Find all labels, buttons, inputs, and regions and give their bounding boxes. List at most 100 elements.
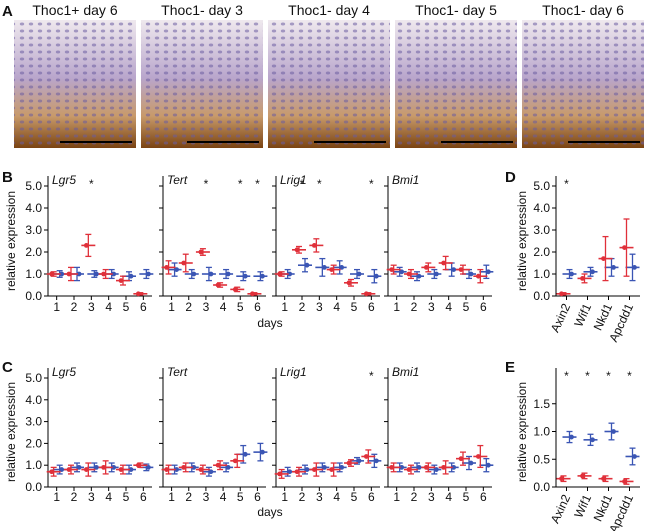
mean-dot: [294, 247, 300, 253]
x-tick-label: 3: [203, 490, 210, 504]
mean-dot: [321, 464, 327, 470]
mean-dot: [118, 467, 124, 472]
mean-dot: [601, 256, 606, 261]
x-tick-label: 4: [105, 490, 112, 504]
mean-dot: [458, 456, 464, 462]
significance-star: *: [564, 369, 569, 383]
mean-dot: [174, 467, 179, 472]
y-tick-label: 3.0: [533, 223, 550, 237]
x-tick-label: 4: [445, 490, 452, 504]
mean-dot: [475, 454, 481, 459]
x-tick-label: Axin2: [548, 492, 574, 525]
mean-dot: [329, 467, 335, 472]
y-tick-label: 5.0: [533, 179, 550, 193]
y-axis-label: relative expression: [4, 382, 18, 482]
y-tick-label: 0.0: [25, 289, 42, 303]
x-tick-label: 6: [480, 490, 487, 504]
mean-dot: [622, 479, 627, 484]
y-tick-label: 1.0: [25, 458, 42, 472]
significance-star: *: [627, 369, 632, 383]
mean-dot: [128, 273, 134, 279]
mean-dot: [191, 464, 197, 470]
significance-star: *: [369, 177, 374, 191]
x-tick-label: 3: [316, 490, 323, 504]
x-tick-label: 3: [88, 300, 95, 314]
x-tick-label: 2: [299, 300, 306, 314]
x-tick-label: 1: [53, 300, 60, 314]
mean-dot: [101, 271, 107, 277]
mean-dot: [232, 287, 238, 292]
x-tick-label: 5: [123, 300, 130, 314]
mean-dot: [356, 458, 362, 464]
mean-dot: [329, 267, 335, 272]
mean-dot: [389, 464, 395, 470]
mean-dot: [611, 429, 616, 434]
x-tick-label: 6: [254, 490, 261, 504]
mean-dot: [287, 271, 293, 277]
image-title: Thoc1- day 3: [161, 2, 243, 18]
mean-dot: [181, 464, 187, 470]
y-tick-label: 0.0: [533, 480, 550, 494]
mean-dot: [416, 273, 422, 279]
x-tick-label: 5: [237, 300, 244, 314]
image-title: Thoc1- day 5: [415, 2, 497, 18]
gene-name: Tert: [167, 173, 188, 187]
mean-dot: [373, 458, 379, 464]
mean-dot: [363, 291, 369, 297]
x-tick-label: 1: [393, 490, 400, 504]
mean-dot: [373, 273, 379, 279]
mean-dot: [208, 469, 214, 475]
micrograph-texture: [14, 20, 136, 148]
mean-dot: [76, 271, 82, 277]
y-tick-label: 4.0: [25, 201, 42, 215]
mean-dot: [356, 271, 362, 277]
x-tick-label: 5: [463, 300, 470, 314]
x-tick-label: 4: [105, 300, 112, 314]
mean-dot: [242, 273, 248, 279]
y-tick-label: 4.0: [25, 393, 42, 407]
x-tick-label: 4: [333, 300, 340, 314]
mean-dot: [339, 464, 345, 470]
x-tick-label: 1: [53, 490, 60, 504]
panel-label: B: [2, 169, 13, 186]
x-tick-label: 5: [463, 490, 470, 504]
gene-name: Tert: [167, 365, 188, 379]
mean-dot: [49, 271, 55, 277]
mean-dot: [311, 243, 317, 248]
mean-dot: [128, 467, 134, 472]
image-title: Thoc1- day 6: [542, 2, 624, 18]
significance-star: *: [238, 177, 243, 191]
y-tick-label: 5.0: [25, 179, 42, 193]
x-tick-label: 5: [123, 490, 130, 504]
gene-name: Bmi1: [392, 173, 419, 187]
mean-dot: [225, 464, 231, 470]
mean-dot: [441, 260, 447, 266]
significance-star: *: [585, 369, 590, 383]
gene-name: Lrig1: [280, 173, 307, 187]
x-tick-label: 6: [254, 300, 261, 314]
mean-dot: [242, 451, 248, 457]
x-tick-label: 2: [299, 490, 306, 504]
x-tick-label: 5: [351, 300, 358, 314]
y-axis-label: relative expression: [515, 382, 529, 482]
x-tick-label: 4: [220, 300, 227, 314]
x-tick-label: Axin2: [548, 301, 574, 334]
x-tick-label: 2: [185, 490, 192, 504]
mean-dot: [632, 265, 637, 270]
x-tick-label: 3: [203, 300, 210, 314]
gene-name: Bmi1: [392, 365, 419, 379]
y-tick-label: 4.0: [533, 201, 550, 215]
significance-star: *: [300, 177, 305, 191]
gene-name: Lgr5: [52, 365, 76, 379]
mean-dot: [198, 467, 204, 472]
x-axis-label: days: [257, 505, 282, 519]
mean-dot: [260, 449, 265, 455]
mean-dot: [468, 460, 474, 466]
y-tick-label: 5.0: [25, 371, 42, 385]
mean-dot: [145, 271, 151, 277]
y-axis-label: relative expression: [4, 191, 18, 291]
mean-dot: [111, 464, 117, 470]
x-tick-label: 1: [168, 300, 175, 314]
y-tick-label: 1.0: [25, 267, 42, 281]
